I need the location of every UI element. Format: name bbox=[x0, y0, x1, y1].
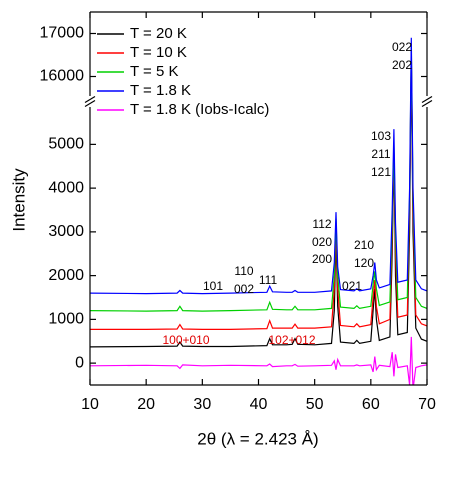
legend-label: T = 10 K bbox=[130, 44, 187, 61]
series-line bbox=[90, 50, 427, 330]
y-tick-label: 0 bbox=[75, 354, 84, 371]
annotation: 200 bbox=[312, 252, 332, 266]
legend-label: T = 20 K bbox=[130, 25, 187, 42]
legend-label: T = 5 K bbox=[130, 63, 179, 80]
x-tick-label: 40 bbox=[250, 396, 268, 413]
x-tick-label: 20 bbox=[137, 396, 155, 413]
annotation: 211 bbox=[371, 147, 390, 161]
legend-label: T = 1.8 K (Iobs-Icalc) bbox=[130, 101, 269, 118]
annotation: 021 bbox=[342, 279, 362, 293]
annotation: 002 bbox=[234, 282, 254, 296]
annotation: 210 bbox=[354, 238, 374, 252]
x-tick-label: 10 bbox=[81, 396, 99, 413]
annotation: 102+012 bbox=[268, 333, 315, 347]
series-line bbox=[90, 37, 427, 295]
y-tick-label: 17000 bbox=[40, 25, 85, 42]
axis-break bbox=[421, 99, 433, 108]
x-tick-label: 70 bbox=[418, 396, 436, 413]
axis-break bbox=[84, 99, 96, 108]
series-line bbox=[90, 54, 427, 348]
x-tick-label: 50 bbox=[306, 396, 324, 413]
annotation: 110 bbox=[234, 264, 253, 278]
x-axis-label: 2θ (λ = 2.423 Å) bbox=[197, 429, 318, 448]
annotation: 020 bbox=[312, 235, 332, 249]
series-line bbox=[90, 46, 427, 312]
annotation: 100+010 bbox=[162, 333, 209, 347]
annotation: 103 bbox=[371, 129, 391, 143]
x-tick-label: 30 bbox=[193, 396, 211, 413]
annotation: 121 bbox=[371, 165, 391, 179]
annotation: 120 bbox=[354, 256, 374, 270]
axis-break bbox=[421, 95, 433, 104]
axis-break bbox=[84, 95, 96, 104]
y-tick-label: 16000 bbox=[40, 68, 85, 85]
y-axis-label: Intensity bbox=[9, 168, 28, 232]
y-tick-label: 2000 bbox=[48, 267, 84, 284]
annotation: 022 bbox=[392, 40, 412, 54]
series-line bbox=[90, 336, 427, 385]
annotation: 101 bbox=[203, 279, 223, 293]
y-tick-label: 5000 bbox=[48, 136, 84, 153]
y-tick-label: 3000 bbox=[48, 223, 84, 240]
legend-label: T = 1.8 K bbox=[130, 82, 191, 99]
series-group bbox=[90, 37, 427, 385]
y-tick-label: 1000 bbox=[48, 311, 84, 328]
annotation: 202 bbox=[392, 58, 412, 72]
x-tick-label: 60 bbox=[362, 396, 380, 413]
annotation: 111 bbox=[259, 273, 278, 287]
y-tick-label: 4000 bbox=[48, 179, 84, 196]
annotation: 112 bbox=[312, 217, 331, 231]
